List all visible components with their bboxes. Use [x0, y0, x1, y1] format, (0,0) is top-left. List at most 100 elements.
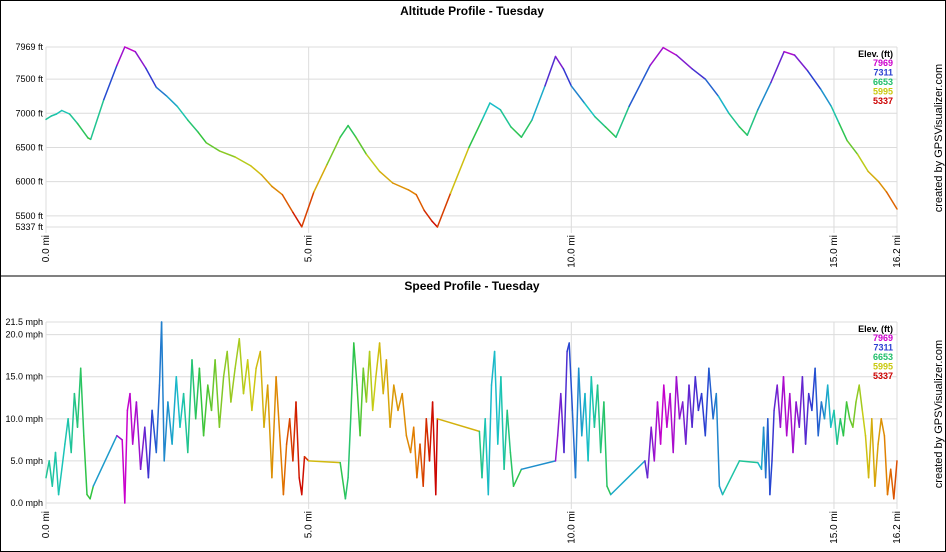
line-segment [349, 342, 355, 420]
line-segment [347, 124, 357, 138]
speed-line [45, 321, 898, 504]
line-segment [405, 434, 412, 454]
speed-title: Speed Profile - Tuesday [404, 279, 539, 293]
legend-entry: 5995 [873, 87, 893, 97]
line-segment [628, 64, 651, 108]
line-segment [378, 342, 384, 395]
line-segment [886, 468, 892, 496]
line-segment [596, 384, 602, 454]
line-segment [255, 350, 262, 370]
line-segment [359, 367, 365, 437]
line-segment [852, 401, 857, 428]
line-segment [116, 434, 123, 441]
line-segment [70, 392, 76, 454]
line-segment [820, 401, 826, 420]
line-segment [54, 451, 60, 496]
line-segment [139, 426, 146, 471]
x-tick-label: 0.0 mi [41, 511, 52, 538]
line-segment [409, 426, 415, 454]
line-segment [685, 384, 690, 445]
line-segment [210, 359, 216, 412]
line-segment [76, 367, 82, 428]
line-segment [478, 430, 483, 479]
line-segment [593, 384, 599, 428]
line-segment [609, 460, 646, 496]
line-segment [275, 375, 281, 437]
line-segment [560, 392, 565, 454]
line-segment [826, 384, 832, 428]
legend-entry: 6653 [873, 77, 893, 87]
line-segment [218, 150, 236, 158]
line-segment [55, 109, 63, 115]
speed-panel: Speed Profile - Tuesday 21.5 mph 20.0 mph… [5, 279, 945, 544]
line-segment [226, 350, 232, 403]
line-segment [604, 126, 617, 138]
line-segment [506, 409, 512, 454]
line-segment [344, 476, 349, 500]
line-segment [838, 122, 848, 142]
line-segment [131, 401, 138, 445]
x-tick-label: 16.2 mi [892, 235, 903, 268]
line-segment [846, 139, 859, 156]
line-segment [218, 375, 225, 428]
line-segment [603, 401, 608, 487]
line-segment [570, 85, 586, 104]
line-segment [653, 401, 659, 462]
line-segment [356, 384, 361, 437]
line-segment [839, 418, 845, 437]
line-segment [691, 68, 707, 80]
line-segment [871, 418, 876, 487]
line-segment [61, 443, 66, 471]
line-segment [347, 418, 352, 479]
line-segment [779, 375, 785, 428]
line-segment [801, 375, 807, 445]
line-segment [234, 156, 252, 167]
line-segment [489, 102, 502, 111]
line-segment [704, 78, 720, 97]
y-tick-label: 7969 ft [15, 42, 43, 52]
line-segment [194, 367, 201, 420]
x-tick-label: 15.0 mi [829, 511, 840, 544]
line-segment [568, 342, 574, 412]
line-segment [214, 359, 221, 428]
altitude-panel: Altitude Profile - Tuesday 7969 ft 7500 f… [15, 4, 945, 268]
line-segment [583, 102, 596, 118]
line-segment [449, 146, 470, 195]
y-tick-label: 7500 ft [15, 74, 43, 84]
line-segment [867, 418, 873, 479]
y-tick-label: 10.0 mph [5, 414, 43, 424]
line-segment [842, 401, 848, 437]
line-segment [151, 409, 158, 454]
line-segment [782, 375, 788, 437]
line-segment [833, 409, 838, 445]
line-segment [259, 350, 265, 428]
line-segment [577, 367, 583, 437]
line-segment [792, 401, 797, 454]
line-segment [45, 460, 50, 479]
line-segment [288, 418, 294, 462]
line-segment [468, 119, 483, 149]
line-segment [697, 392, 703, 412]
x-tick-label: 10.0 mi [566, 511, 577, 544]
line-segment [176, 105, 189, 121]
legend-entry: 7969 [873, 58, 893, 68]
line-segment [669, 392, 674, 454]
line-segment [365, 350, 371, 403]
line-segment [436, 192, 452, 228]
line-segment [738, 460, 759, 464]
line-segment [574, 367, 580, 479]
line-segment [163, 401, 169, 462]
line-segment [57, 468, 63, 496]
line-segment [783, 50, 796, 56]
line-segment [681, 401, 687, 445]
line-segment [584, 392, 589, 462]
legend-entry: 5995 [873, 362, 893, 372]
y-tick-label: 6000 ft [15, 177, 43, 187]
line-segment [124, 409, 129, 504]
line-segment [234, 338, 241, 370]
line-segment [368, 350, 374, 412]
y-tick-label: 5.0 mph [10, 456, 43, 466]
line-segment [563, 350, 568, 454]
